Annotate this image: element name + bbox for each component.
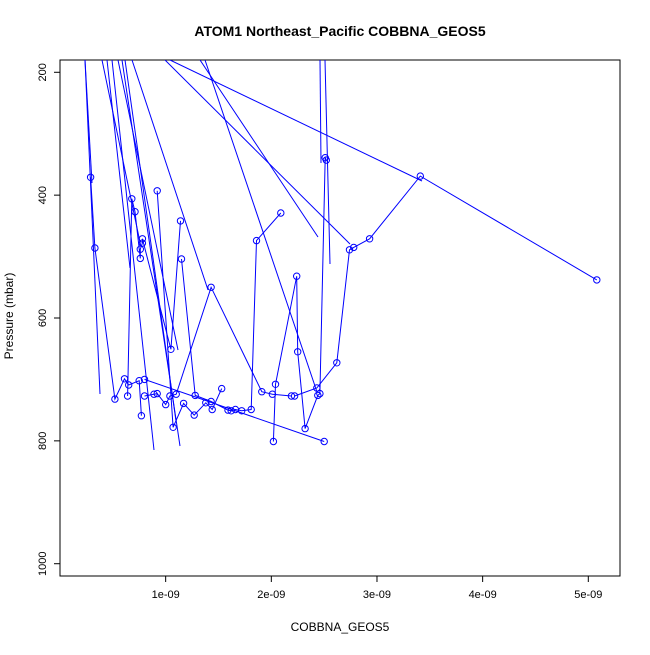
data-point bbox=[269, 437, 278, 446]
data-point bbox=[268, 390, 277, 398]
y-tick-label: 400 bbox=[37, 186, 49, 204]
y-tick-label: 800 bbox=[37, 432, 49, 450]
upper-segment bbox=[111, 60, 155, 451]
data-point bbox=[138, 235, 147, 243]
data-point bbox=[167, 345, 175, 353]
data-point bbox=[128, 195, 136, 203]
x-tick-label: 1e-09 bbox=[152, 589, 180, 601]
y-tick-label: 200 bbox=[37, 63, 49, 81]
x-tick-label: 2e-09 bbox=[257, 589, 285, 601]
series-line-6 bbox=[272, 157, 327, 442]
upper-segment bbox=[319, 60, 322, 164]
data-point bbox=[247, 405, 255, 414]
y-tick-label: 1000 bbox=[37, 551, 49, 575]
data-points bbox=[86, 154, 601, 446]
data-point bbox=[320, 437, 328, 446]
data-point bbox=[140, 392, 149, 400]
data-point bbox=[224, 406, 232, 414]
data-point bbox=[179, 399, 188, 408]
data-point bbox=[287, 392, 296, 400]
data-point bbox=[202, 399, 210, 407]
upper-segment bbox=[204, 60, 318, 393]
plot-frame bbox=[59, 59, 621, 577]
y-axis: 200 400 600 800 1000 bbox=[37, 63, 60, 576]
series-line-4 bbox=[181, 212, 282, 412]
series-line-7 bbox=[294, 175, 598, 397]
data-point bbox=[120, 375, 129, 383]
data-point bbox=[271, 380, 280, 388]
data-point bbox=[131, 208, 139, 216]
data-point bbox=[277, 209, 285, 217]
data-point bbox=[125, 381, 133, 389]
data-point bbox=[190, 411, 198, 419]
upper-segment bbox=[164, 60, 351, 245]
data-point bbox=[172, 390, 180, 398]
data-point bbox=[135, 377, 143, 385]
data-point bbox=[350, 243, 358, 252]
data-point bbox=[314, 391, 322, 400]
series-lines bbox=[90, 157, 598, 442]
upper-segment bbox=[117, 60, 179, 351]
data-point bbox=[238, 407, 246, 415]
y-tick-label: 600 bbox=[37, 309, 49, 327]
data-point bbox=[153, 389, 161, 398]
series-line-3 bbox=[156, 190, 223, 428]
series-line-2 bbox=[127, 198, 181, 397]
upper-segment bbox=[131, 60, 209, 291]
data-point bbox=[313, 384, 321, 392]
y-axis-label: Pressure (mbar) bbox=[2, 273, 16, 360]
data-point bbox=[345, 246, 354, 254]
data-point bbox=[177, 255, 186, 263]
data-point bbox=[176, 217, 185, 225]
upper-segment bbox=[124, 60, 177, 422]
data-point bbox=[365, 235, 374, 243]
data-point bbox=[138, 239, 147, 247]
data-point bbox=[191, 391, 199, 400]
x-tick-label: 3e-09 bbox=[363, 589, 391, 601]
data-point bbox=[252, 236, 261, 245]
chart-title: ATOM1 Northeast_Pacific COBBNA_GEOS5 bbox=[194, 23, 485, 39]
data-point bbox=[218, 384, 226, 393]
data-point bbox=[316, 389, 324, 398]
data-point bbox=[207, 397, 215, 406]
upper-segment bbox=[84, 60, 101, 395]
data-point bbox=[140, 375, 149, 384]
data-point bbox=[137, 412, 146, 420]
upper-segment bbox=[106, 60, 131, 269]
data-point bbox=[258, 388, 266, 396]
data-point bbox=[593, 276, 601, 284]
upper-segment bbox=[324, 60, 331, 265]
upper-segment bbox=[101, 60, 142, 248]
series-line-1 bbox=[90, 177, 142, 416]
data-point bbox=[162, 400, 170, 409]
upper-segment bbox=[169, 60, 423, 182]
data-point bbox=[301, 424, 309, 433]
data-point bbox=[290, 392, 299, 400]
data-point bbox=[153, 187, 161, 195]
upper-segment bbox=[199, 60, 319, 238]
data-point bbox=[416, 172, 424, 180]
data-point bbox=[208, 405, 216, 414]
x-axis: 1e-09 2e-09 3e-09 4e-09 5e-09 bbox=[152, 576, 602, 601]
data-point bbox=[207, 283, 215, 291]
data-point bbox=[333, 359, 341, 367]
data-point bbox=[91, 244, 99, 252]
data-point bbox=[322, 156, 330, 164]
x-tick-label: 5e-09 bbox=[574, 589, 602, 601]
data-point bbox=[136, 254, 145, 263]
data-point bbox=[86, 173, 95, 182]
data-point bbox=[169, 423, 177, 431]
data-point bbox=[123, 392, 132, 400]
upper-segments bbox=[84, 60, 423, 451]
data-point bbox=[150, 390, 158, 398]
data-point bbox=[111, 395, 119, 403]
data-point bbox=[294, 348, 302, 356]
x-axis-label: COBBNA_GEOS5 bbox=[291, 620, 390, 634]
x-tick-label: 4e-09 bbox=[469, 589, 497, 601]
data-point bbox=[227, 407, 235, 415]
data-point bbox=[293, 272, 301, 280]
